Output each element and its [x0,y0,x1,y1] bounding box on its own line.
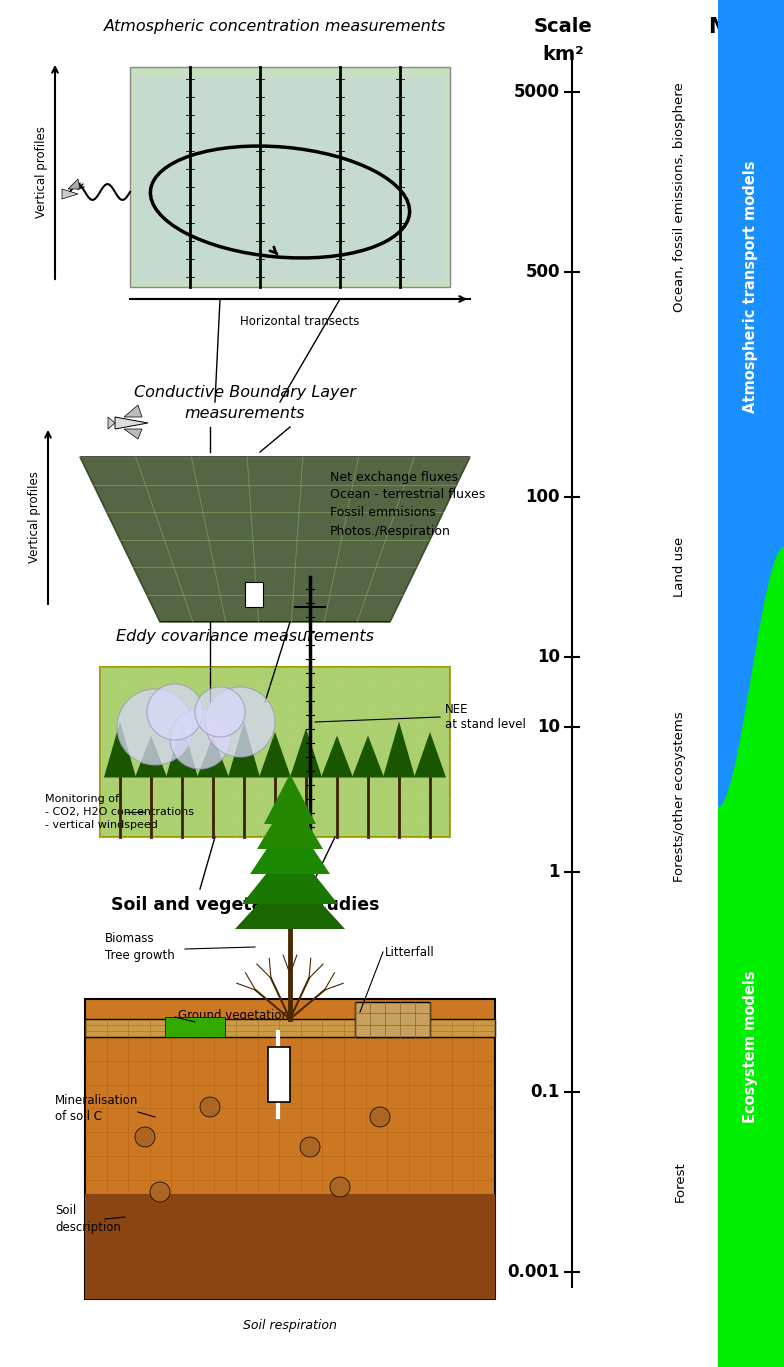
Text: Forest: Forest [673,1162,687,1203]
Circle shape [170,709,230,770]
Polygon shape [135,735,167,778]
Bar [268,1047,290,1102]
Bar [85,999,495,1299]
Circle shape [135,1126,155,1147]
Circle shape [300,1137,320,1156]
Polygon shape [62,189,78,200]
Polygon shape [250,813,330,874]
Text: 0.001: 0.001 [507,1263,560,1281]
Text: Ecosystem models: Ecosystem models [743,971,758,1124]
Circle shape [200,1096,220,1117]
Text: Litterfall: Litterfall [385,946,435,958]
Polygon shape [383,729,415,778]
Polygon shape [257,794,323,849]
Text: Soil and vegetation studies: Soil and vegetation studies [111,895,379,915]
Text: Mineralisation
of soil C: Mineralisation of soil C [55,1095,138,1124]
Text: 10: 10 [537,718,560,735]
Text: Land use: Land use [673,537,687,597]
Text: Models: Models [708,16,784,37]
Polygon shape [290,722,322,778]
Circle shape [147,684,203,740]
Text: Soil respiration: Soil respiration [243,1319,337,1331]
Polygon shape [264,774,316,824]
Text: Atmospheric concentration measurements: Atmospheric concentration measurements [103,19,446,34]
Polygon shape [352,729,384,778]
Text: Horizontal transects: Horizontal transects [241,314,360,328]
Text: Ground vegetation: Ground vegetation [178,1009,289,1021]
Polygon shape [718,547,784,807]
Circle shape [370,1107,390,1126]
Text: 10: 10 [537,648,560,666]
Text: Biomass
Tree growth: Biomass Tree growth [105,932,175,961]
Text: 500: 500 [525,262,560,282]
Polygon shape [242,843,338,904]
Polygon shape [321,735,353,778]
Text: 100: 100 [525,488,560,506]
Text: Photos./Respiration: Photos./Respiration [330,525,451,537]
Polygon shape [197,731,229,778]
Polygon shape [115,417,148,429]
Circle shape [330,1177,350,1197]
Bar [245,582,263,607]
Bar [85,1193,495,1299]
Text: NEE
at stand level: NEE at stand level [445,703,526,731]
Text: Atmospheric transport models: Atmospheric transport models [743,161,758,413]
Polygon shape [235,869,345,930]
Polygon shape [124,429,142,439]
Text: Monitoring of
- CO2, H2O concentrations
- vertical windspeed: Monitoring of - CO2, H2O concentrations … [45,794,194,830]
Bar [165,1017,225,1038]
Polygon shape [259,722,291,778]
Bar [718,0,784,807]
Text: 5000: 5000 [514,83,560,101]
Circle shape [150,1182,170,1202]
Bar [85,1018,495,1038]
Polygon shape [414,722,446,778]
Text: Forests/other ecosystems: Forests/other ecosystems [673,712,687,882]
Bar [355,1002,430,1038]
Text: Vertical profiles: Vertical profiles [28,472,42,563]
Circle shape [117,689,193,766]
Text: Conductive Boundary Layer: Conductive Boundary Layer [134,384,356,399]
Polygon shape [108,417,115,429]
Text: Net exchange fluxes: Net exchange fluxes [330,470,458,484]
Text: Soil
description: Soil description [55,1204,121,1233]
Text: 1: 1 [549,863,560,880]
Polygon shape [228,735,260,778]
Polygon shape [124,405,142,417]
Polygon shape [166,722,198,778]
Text: Fossil emmisions: Fossil emmisions [330,507,436,519]
Bar [135,77,445,282]
Text: Eddy covariance measurements: Eddy covariance measurements [116,629,374,644]
Bar [718,547,784,1367]
Text: 0.1: 0.1 [531,1083,560,1100]
Text: measurements: measurements [185,406,305,421]
Circle shape [205,688,275,757]
Text: Vertical profiles: Vertical profiles [35,126,49,217]
Polygon shape [80,457,470,622]
Text: km²: km² [543,45,584,64]
Bar [130,67,450,287]
Text: Ocean - terrestrial fluxes: Ocean - terrestrial fluxes [330,488,485,502]
Text: Scale: Scale [534,16,593,36]
Polygon shape [68,179,80,189]
Circle shape [195,688,245,737]
Polygon shape [104,731,136,778]
Bar [100,667,450,837]
Text: Ocean, fossil emissions, biosphere: Ocean, fossil emissions, biosphere [673,82,687,312]
